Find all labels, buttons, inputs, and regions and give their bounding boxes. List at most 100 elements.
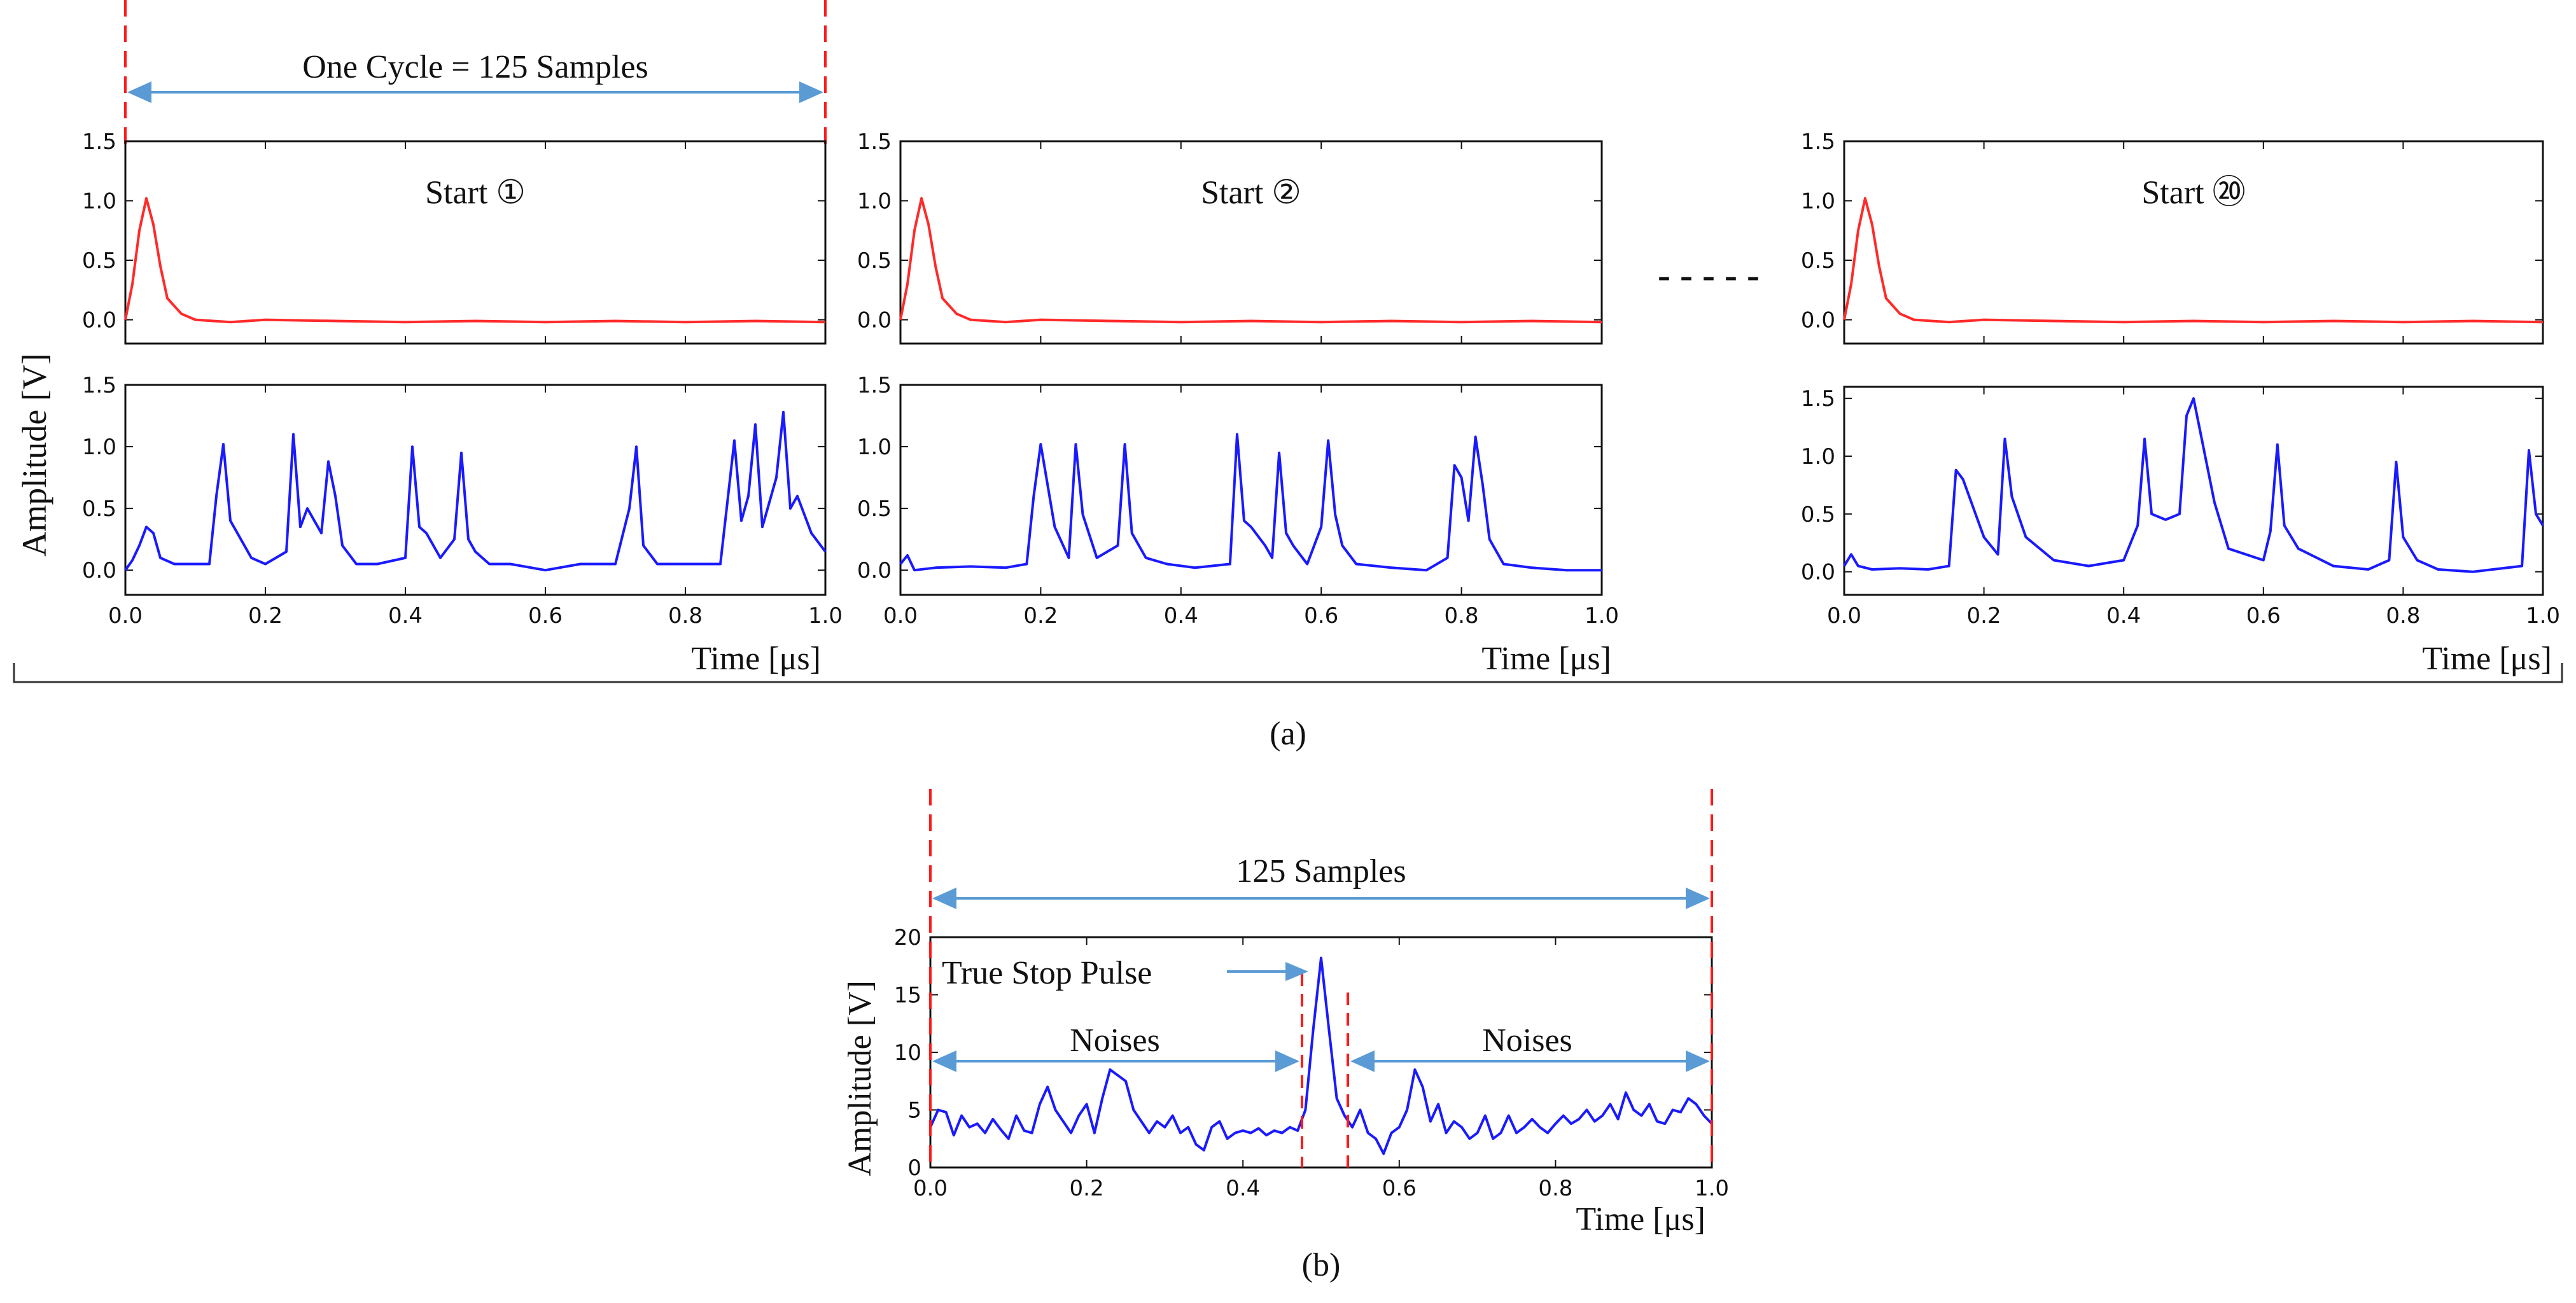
a3-stop-ytick-label: 1.5 <box>1801 386 1835 412</box>
b-xtick-label: 0.0 <box>913 1176 948 1201</box>
a1-start-ytick-label: 1.5 <box>82 129 116 155</box>
a1-start-ytick-label: 0.5 <box>82 248 116 274</box>
a2-stop-series-line <box>899 433 1602 572</box>
caption-b: (b) <box>1302 1247 1341 1283</box>
cycle-arrow <box>127 81 823 103</box>
a3-start-ytick-label: 0.0 <box>1801 308 1835 333</box>
a3-stop-ytick-label: 1.0 <box>1801 444 1835 470</box>
subplot-a2: 0.0 0.5 1.0 1.5 Start ② 0.0 0.5 1.0 1.5 0.0 0.2 0.4… <box>857 129 1619 677</box>
noise-left-label: Noises <box>1070 1022 1160 1059</box>
samples-arrow <box>932 888 1710 909</box>
a2-start-ytick-label: 1.5 <box>857 129 892 155</box>
b-ytick-label: 15 <box>894 983 921 1008</box>
caption-a: (a) <box>1270 716 1306 752</box>
a1-stop-ytick-label: 0.0 <box>82 558 116 583</box>
a2-stop-ytick-label: 1.0 <box>857 435 892 460</box>
a3-xtick-label: 0.8 <box>2386 603 2420 629</box>
a1-start-series-line <box>124 197 826 324</box>
a1-xtick-label: 1.0 <box>808 603 843 629</box>
b-xtick-label: 0.2 <box>1070 1176 1104 1201</box>
a3-stop-series-line <box>1843 397 2544 573</box>
a2-stop-ytick-label: 0.5 <box>857 496 892 522</box>
a1-stop-ytick-label: 0.5 <box>82 496 116 522</box>
a3-start-ytick-label: 1.0 <box>1801 189 1835 214</box>
b-ytick-label: 20 <box>894 925 921 951</box>
a2-start-series-line <box>899 197 1602 324</box>
a2-start-ytick-label: 0.0 <box>857 308 892 333</box>
b-xtick-label: 1.0 <box>1695 1176 1729 1201</box>
noise-left-arrow <box>932 1050 1299 1072</box>
a3-xtick-label: 0.0 <box>1827 603 1861 629</box>
a2-start-frame <box>899 140 1603 345</box>
b-ytick-label: 0 <box>907 1155 921 1181</box>
b-xtick-label: 0.8 <box>1538 1176 1572 1201</box>
brace-a <box>13 663 2563 683</box>
a3-start-annotation: Start ⑳ <box>2141 175 2245 211</box>
a3-start-ytick-label: 1.5 <box>1801 129 1835 155</box>
a3-xtick-label: 1.0 <box>2526 603 2560 629</box>
cycle-label: One Cycle = 125 Samples <box>302 49 648 85</box>
a2-stop-frame <box>899 384 1603 596</box>
a2-start-panel: 0.0 0.5 1.0 1.5 Start ② <box>857 129 1603 345</box>
a3-xtick-label: 0.2 <box>1967 603 2001 629</box>
a2-xtick-label: 0.8 <box>1445 603 1479 629</box>
a1-start-frame <box>124 140 827 345</box>
a2-stop-ytick-label: 1.5 <box>857 373 892 398</box>
a3-xtick-label: 0.4 <box>2106 603 2141 629</box>
a2-xtick-label: 0.4 <box>1164 603 1198 629</box>
a1-xtick-label: 0.8 <box>668 603 703 629</box>
a2-xtick-label: 0.2 <box>1023 603 1058 629</box>
a2-stop-panel: 0.0 0.5 1.0 1.5 0.0 0.2 0.4 0.6 0.8 1.0 <box>857 373 1619 629</box>
a3-start-series-line <box>1843 197 2544 324</box>
a1-start-panel: 0.0 0.5 1.0 1.5 Start ① <box>82 129 827 345</box>
a3-stop-ytick-label: 0.5 <box>1801 502 1835 527</box>
a3-stop-frame <box>1843 386 2544 596</box>
a3-start-frame <box>1843 140 2544 345</box>
a1-xtick-label: 0.6 <box>528 603 563 629</box>
b-xtick-label: 0.4 <box>1226 1176 1260 1201</box>
a2-xtick-label: 0.6 <box>1304 603 1338 629</box>
a3-start-ytick-label: 0.5 <box>1801 248 1835 274</box>
a1-start-ytick-label: 1.0 <box>82 189 116 214</box>
a1-start-ytick-label: 0.0 <box>82 308 116 333</box>
a2-stop-ytick-label: 0.0 <box>857 558 892 583</box>
a1-stop-panel: 0.0 0.5 1.0 1.5 0.0 0.2 0.4 0.6 0.8 1.0 <box>82 373 843 629</box>
a3-start-panel: 0.0 0.5 1.0 1.5 Start ⑳ <box>1801 129 2544 345</box>
a1-xtick-label: 0.2 <box>248 603 283 629</box>
b-panel: 0 5 10 15 20 0.0 0.2 0.4 0.6 0.8 1.0 <box>894 925 1729 1201</box>
a2-xtick-label: 1.0 <box>1585 603 1619 629</box>
b-xtick-label: 0.6 <box>1382 1176 1417 1201</box>
true-stop-arrow <box>1227 962 1308 981</box>
b-xlabel: Time [μs] <box>1576 1201 1705 1237</box>
b-ytick-label: 5 <box>907 1098 921 1124</box>
a1-xlabel: Time [μs] <box>691 641 821 677</box>
ylabel-a: Amplitude [V] <box>15 353 53 556</box>
a1-stop-ytick-label: 1.5 <box>82 373 116 398</box>
subplot-a1: 0.0 0.5 1.0 1.5 Start ① 0.0 0.5 1.0 1.5 0.0 0.2 0.4… <box>82 129 843 677</box>
ellipsis: - - - - - <box>1658 254 1760 296</box>
samples-label: 125 Samples <box>1236 853 1406 889</box>
a3-stop-panel: 0.0 0.5 1.0 1.5 0.0 0.2 0.4 0.6 0.8 1.0 <box>1801 386 2560 629</box>
a2-start-ytick-label: 0.5 <box>857 248 892 274</box>
true-stop-label: True Stop Pulse <box>942 955 1152 991</box>
b-series-line <box>929 956 1713 1155</box>
a1-stop-series-line <box>124 410 827 572</box>
a2-xtick-label: 0.0 <box>883 603 918 629</box>
a1-stop-frame <box>124 384 827 596</box>
a1-xtick-label: 0.0 <box>108 603 143 629</box>
a1-xtick-label: 0.4 <box>388 603 423 629</box>
b-ytick-label: 10 <box>894 1040 921 1066</box>
a3-xtick-label: 0.6 <box>2246 603 2281 629</box>
a2-xlabel: Time [μs] <box>1481 641 1611 677</box>
a2-start-ytick-label: 1.0 <box>857 189 892 214</box>
a1-stop-ytick-label: 1.0 <box>82 435 116 460</box>
a1-start-annotation: Start ① <box>425 175 526 211</box>
noise-right-arrow <box>1350 1050 1710 1072</box>
ylabel-b: Amplitude [V] <box>842 980 878 1176</box>
a3-stop-ytick-label: 0.0 <box>1801 560 1835 585</box>
a3-xlabel: Time [μs] <box>2422 641 2552 677</box>
noise-right-label: Noises <box>1482 1022 1572 1059</box>
subplot-a3: 0.0 0.5 1.0 1.5 Start ⑳ 0.0 0.5 1.0 1.5 0.0 0.2 0.4… <box>1801 129 2560 677</box>
